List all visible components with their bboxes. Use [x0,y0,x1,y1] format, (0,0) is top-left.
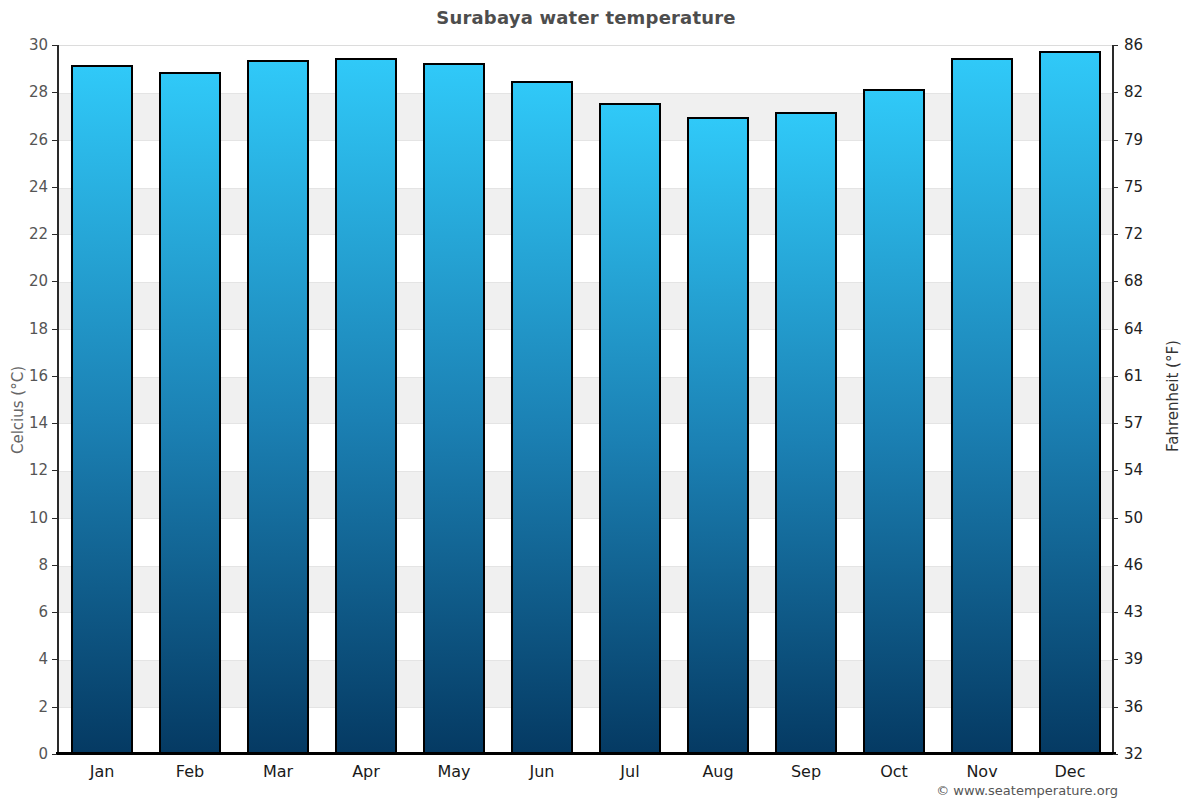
y-tick-label-fahrenheit: 86 [1124,36,1174,54]
y-tick-fahrenheit [1113,92,1118,93]
x-tick-label-nov: Nov [938,762,1026,781]
y-tick-label-celsius: 4 [4,650,48,668]
y-tick-celsius [52,470,57,471]
y-tick-celsius [52,234,57,235]
x-tick-label-jan: Jan [58,762,146,781]
x-tick-label-jul: Jul [586,762,674,781]
plot-area [58,45,1114,755]
x-tick-label-jun: Jun [498,762,586,781]
bar-may[interactable] [423,63,485,755]
bar-aug[interactable] [687,117,749,755]
y-tick-label-celsius: 6 [4,603,48,621]
y-tick-fahrenheit [1113,754,1118,755]
y-tick-label-celsius: 14 [4,414,48,432]
credits-link[interactable]: © www.seatemperature.org [936,783,1118,798]
y-tick-fahrenheit [1113,518,1118,519]
y-tick-fahrenheit [1113,45,1118,46]
y-tick-celsius [52,754,57,755]
y-tick-label-fahrenheit: 75 [1124,178,1174,196]
y-tick-label-fahrenheit: 72 [1124,225,1174,243]
y-tick-label-celsius: 26 [4,131,48,149]
bar-jun[interactable] [511,81,573,755]
y-tick-fahrenheit [1113,470,1118,471]
y-axis-line-fahrenheit [1112,45,1114,754]
y-tick-fahrenheit [1113,707,1118,708]
chart-title: Surabaya water temperature [58,7,1114,28]
y-axis-line-celsius [57,45,59,754]
bar-jan[interactable] [71,65,133,755]
y-tick-label-celsius: 30 [4,36,48,54]
y-tick-celsius [52,281,57,282]
y-tick-label-fahrenheit: 54 [1124,461,1174,479]
x-tick-label-oct: Oct [850,762,938,781]
x-tick-label-may: May [410,762,498,781]
y-tick-label-celsius: 2 [4,698,48,716]
y-tick-label-fahrenheit: 36 [1124,698,1174,716]
y-tick-celsius [52,329,57,330]
y-tick-label-celsius: 22 [4,225,48,243]
y-tick-fahrenheit [1113,423,1118,424]
x-tick-label-aug: Aug [674,762,762,781]
y-tick-fahrenheit [1113,659,1118,660]
y-tick-label-celsius: 28 [4,83,48,101]
y-tick-celsius [52,92,57,93]
y-tick-celsius [52,187,57,188]
y-tick-label-fahrenheit: 43 [1124,603,1174,621]
y-tick-celsius [52,659,57,660]
bar-jul[interactable] [599,103,661,755]
x-tick-label-apr: Apr [322,762,410,781]
y-tick-celsius [52,612,57,613]
bar-mar[interactable] [247,60,309,755]
y-tick-celsius [52,565,57,566]
y-tick-label-fahrenheit: 39 [1124,650,1174,668]
y-tick-label-celsius: 18 [4,320,48,338]
y-tick-label-celsius: 12 [4,461,48,479]
bar-feb[interactable] [159,72,221,755]
bar-nov[interactable] [951,58,1013,755]
y-tick-fahrenheit [1113,565,1118,566]
x-tick-label-dec: Dec [1026,762,1114,781]
y-tick-celsius [52,518,57,519]
y-tick-label-celsius: 20 [4,272,48,290]
water-temperature-chart: Surabaya water temperature Celcius (°C) … [0,0,1200,800]
y-tick-label-fahrenheit: 68 [1124,272,1174,290]
bar-sep[interactable] [775,112,837,755]
y-tick-label-fahrenheit: 46 [1124,556,1174,574]
y-tick-label-celsius: 8 [4,556,48,574]
y-tick-label-celsius: 16 [4,367,48,385]
bar-apr[interactable] [335,58,397,755]
x-tick-label-mar: Mar [234,762,322,781]
bar-oct[interactable] [863,89,925,755]
y-tick-label-fahrenheit: 64 [1124,320,1174,338]
y-tick-fahrenheit [1113,281,1118,282]
y-tick-label-fahrenheit: 82 [1124,83,1174,101]
y-tick-label-fahrenheit: 61 [1124,367,1174,385]
y-tick-celsius [52,140,57,141]
bar-dec[interactable] [1039,51,1101,755]
x-tick-label-feb: Feb [146,762,234,781]
y-tick-label-celsius: 24 [4,178,48,196]
y-tick-celsius [52,707,57,708]
y-tick-label-fahrenheit: 79 [1124,131,1174,149]
y-tick-fahrenheit [1113,329,1118,330]
y-tick-celsius [52,45,57,46]
y-axis-title-fahrenheit: Fahrenheit (°F) [1164,340,1182,452]
y-tick-celsius [52,423,57,424]
y-tick-fahrenheit [1113,234,1118,235]
y-tick-fahrenheit [1113,187,1118,188]
y-tick-label-fahrenheit: 57 [1124,414,1174,432]
y-tick-fahrenheit [1113,376,1118,377]
y-tick-label-fahrenheit: 32 [1124,745,1174,763]
y-tick-fahrenheit [1113,612,1118,613]
y-tick-label-celsius: 0 [4,745,48,763]
y-tick-label-fahrenheit: 50 [1124,509,1174,527]
y-tick-fahrenheit [1113,140,1118,141]
x-axis-baseline [56,752,1116,755]
x-tick-label-sep: Sep [762,762,850,781]
y-tick-label-celsius: 10 [4,509,48,527]
y-tick-celsius [52,376,57,377]
